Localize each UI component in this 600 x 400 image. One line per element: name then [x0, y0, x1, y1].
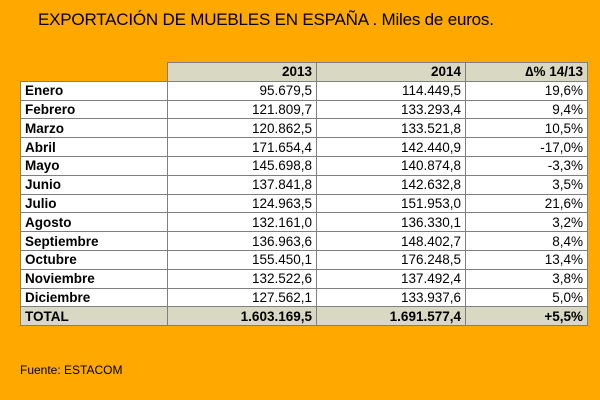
delta-cell: 19,6% — [465, 80, 588, 101]
delta-cell: 13,4% — [465, 249, 588, 270]
table-row: Agosto 132.161,0 136.330,1 3,2% — [20, 212, 588, 233]
table-row: Marzo 120.862,5 133.521,8 10,5% — [20, 118, 588, 139]
value-2013-cell: 136.963,6 — [167, 231, 317, 251]
page-title: EXPORTACIÓN DE MUEBLES EN ESPAÑA . Miles… — [38, 10, 494, 29]
value-2013-cell: 137.841,8 — [167, 174, 317, 195]
table-row: Enero 95.679,5 114.449,5 19,6% — [20, 80, 588, 101]
table-row: Febrero 121.809,7 133.293,4 9,4% — [20, 99, 588, 120]
month-cell: Marzo — [20, 118, 168, 139]
month-cell: Septiembre — [20, 231, 168, 251]
total-2013-cell: 1.603.169,5 — [167, 306, 317, 327]
header-2013: 2013 — [167, 62, 317, 82]
value-2014-cell: 148.402,7 — [316, 231, 466, 251]
month-cell: Mayo — [20, 155, 168, 176]
source-note: Fuente: ESTACOM — [20, 363, 123, 377]
table-row: Abril 171.654,4 142.440,9 -17,0% — [20, 137, 588, 157]
table-row: Noviembre 132.522,6 137.492,4 3,8% — [20, 268, 588, 289]
value-2013-cell: 127.562,1 — [167, 287, 317, 308]
value-2014-cell: 142.632,8 — [316, 174, 466, 195]
table-header-row: 2013 2014 ∆% 14/13 — [20, 62, 588, 82]
delta-cell: 3,5% — [465, 174, 588, 195]
header-2014: 2014 — [316, 62, 466, 82]
value-2014-cell: 136.330,1 — [316, 212, 466, 233]
header-blank-cell — [20, 62, 168, 82]
delta-cell: -3,3% — [465, 155, 588, 176]
month-cell: Enero — [20, 80, 168, 101]
value-2013-cell: 121.809,7 — [167, 99, 317, 120]
value-2014-cell: 133.521,8 — [316, 118, 466, 139]
export-table-container: 2013 2014 ∆% 14/13 Enero 95.679,5 114.44… — [20, 62, 588, 327]
value-2013-cell: 171.654,4 — [167, 137, 317, 157]
total-delta-cell: +5,5% — [465, 306, 588, 327]
value-2014-cell: 151.953,0 — [316, 193, 466, 214]
value-2013-cell: 124.963,5 — [167, 193, 317, 214]
table-row: Octubre 155.450,1 176.248,5 13,4% — [20, 249, 588, 270]
value-2013-cell: 145.698,8 — [167, 155, 317, 176]
delta-cell: 10,5% — [465, 118, 588, 139]
value-2014-cell: 140.874,8 — [316, 155, 466, 176]
header-delta: ∆% 14/13 — [465, 62, 588, 82]
delta-cell: 8,4% — [465, 231, 588, 251]
value-2014-cell: 176.248,5 — [316, 249, 466, 270]
value-2013-cell: 95.679,5 — [167, 80, 317, 101]
delta-cell: 9,4% — [465, 99, 588, 120]
month-cell: Agosto — [20, 212, 168, 233]
value-2013-cell: 120.862,5 — [167, 118, 317, 139]
table-row: Mayo 145.698,8 140.874,8 -3,3% — [20, 155, 588, 176]
delta-cell: 21,6% — [465, 193, 588, 214]
value-2013-cell: 132.161,0 — [167, 212, 317, 233]
value-2014-cell: 142.440,9 — [316, 137, 466, 157]
month-cell: Abril — [20, 137, 168, 157]
month-cell: Febrero — [20, 99, 168, 120]
value-2013-cell: 132.522,6 — [167, 268, 317, 289]
month-cell: Junio — [20, 174, 168, 195]
table-row: Septiembre 136.963,6 148.402,7 8,4% — [20, 231, 588, 251]
value-2014-cell: 137.492,4 — [316, 268, 466, 289]
total-2014-cell: 1.691.577,4 — [316, 306, 466, 327]
table-row: Diciembre 127.562,1 133.937,6 5,0% — [20, 287, 588, 308]
month-cell: Noviembre — [20, 268, 168, 289]
delta-cell: 3,2% — [465, 212, 588, 233]
month-cell: Julio — [20, 193, 168, 214]
value-2013-cell: 155.450,1 — [167, 249, 317, 270]
delta-cell: -17,0% — [465, 137, 588, 157]
month-cell: Octubre — [20, 249, 168, 270]
table-row: Julio 124.963,5 151.953,0 21,6% — [20, 193, 588, 214]
value-2014-cell: 133.937,6 — [316, 287, 466, 308]
table-total-row: TOTAL 1.603.169,5 1.691.577,4 +5,5% — [20, 306, 588, 327]
table-row: Junio 137.841,8 142.632,8 3,5% — [20, 174, 588, 195]
delta-cell: 5,0% — [465, 287, 588, 308]
value-2014-cell: 114.449,5 — [316, 80, 466, 101]
export-table: 2013 2014 ∆% 14/13 Enero 95.679,5 114.44… — [20, 62, 588, 327]
value-2014-cell: 133.293,4 — [316, 99, 466, 120]
total-label-cell: TOTAL — [20, 306, 168, 327]
month-cell: Diciembre — [20, 287, 168, 308]
delta-cell: 3,8% — [465, 268, 588, 289]
